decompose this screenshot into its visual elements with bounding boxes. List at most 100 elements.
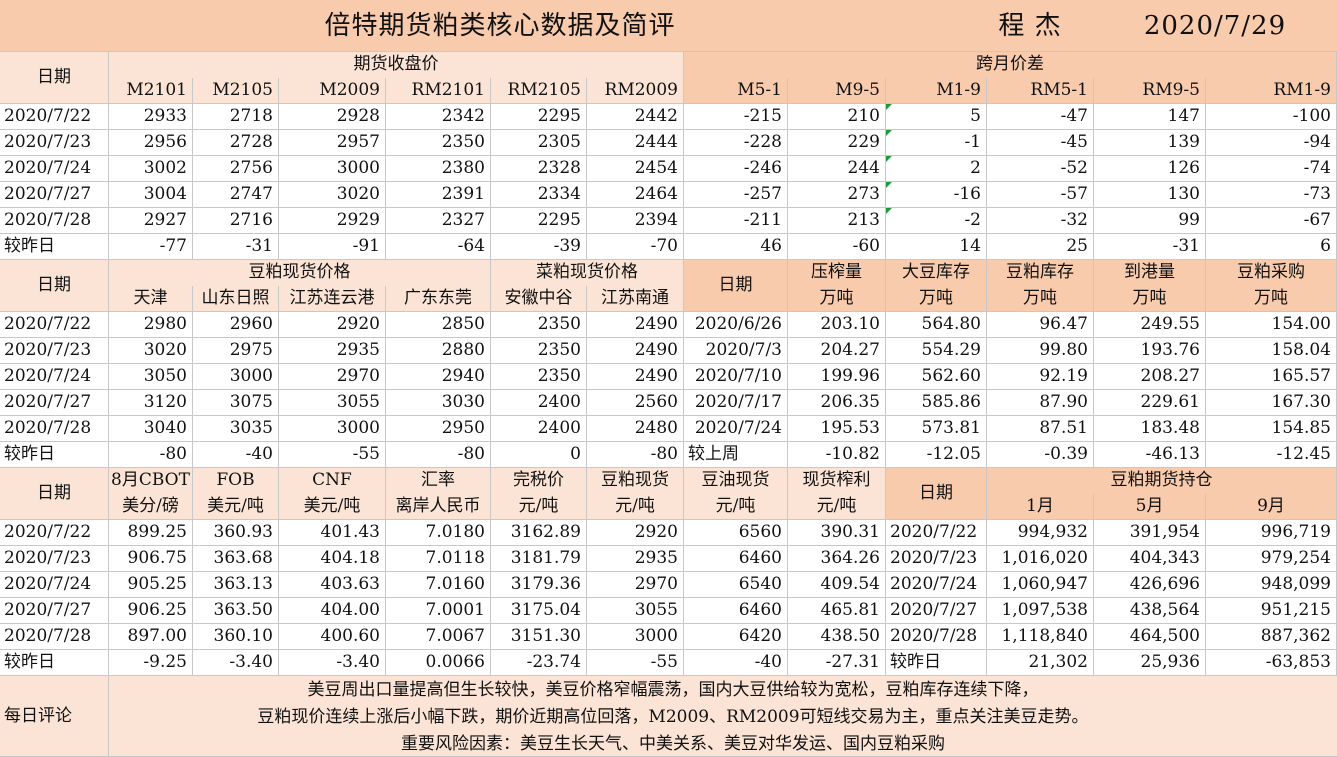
s1-cell[interactable]: 2444 <box>587 130 684 156</box>
s3-right-row-date[interactable]: 2020/7/27 <box>886 598 987 624</box>
s2-cell[interactable]: 2935 <box>279 338 386 364</box>
s3-right-row-date[interactable]: 2020/7/23 <box>886 546 987 572</box>
s3-cell[interactable]: 404.00 <box>279 598 386 624</box>
s3-position-col[interactable]: 1月 <box>987 494 1094 520</box>
s2-right-cell[interactable]: 249.55 <box>1094 312 1206 338</box>
s3-cell[interactable]: 6540 <box>684 572 788 598</box>
s1-cell[interactable]: 2927 <box>109 208 193 234</box>
s3-cell[interactable]: 6560 <box>684 520 788 546</box>
s2-right-cell[interactable]: 96.47 <box>987 312 1094 338</box>
s3-right-cell[interactable]: 996,719 <box>1206 520 1337 546</box>
s2-cell[interactable]: 2975 <box>193 338 279 364</box>
s2-right-cell[interactable]: 203.10 <box>788 312 886 338</box>
s1-cell[interactable]: 147 <box>1094 104 1206 130</box>
s2-right-col-unit[interactable]: 万吨 <box>987 286 1094 312</box>
s2-right-cell[interactable]: -12.45 <box>1206 442 1337 468</box>
s2-right-cell[interactable]: 87.51 <box>987 416 1094 442</box>
s3-col-name[interactable]: 豆粕现货 <box>587 468 684 494</box>
s3-cell[interactable]: 363.13 <box>193 572 279 598</box>
s2-right-cell[interactable]: 554.29 <box>886 338 987 364</box>
s3-date-header[interactable]: 日期 <box>0 468 109 520</box>
s3-cell[interactable]: 400.60 <box>279 624 386 650</box>
s2-cell[interactable]: 2480 <box>587 416 684 442</box>
s2-right-col-name[interactable]: 豆粕库存 <box>987 260 1094 286</box>
s3-cell[interactable]: 409.54 <box>788 572 886 598</box>
s1-cell[interactable]: 2933 <box>109 104 193 130</box>
s2-right-cell[interactable]: 208.27 <box>1094 364 1206 390</box>
s1-cell[interactable]: 2442 <box>587 104 684 130</box>
s1-cell[interactable]: 2295 <box>491 208 587 234</box>
s3-cell[interactable]: 360.93 <box>193 520 279 546</box>
s1-row-date[interactable]: 2020/7/22 <box>0 104 109 130</box>
s2-right-cell[interactable]: 193.76 <box>1094 338 1206 364</box>
s2-cell[interactable]: 2560 <box>587 390 684 416</box>
s1-cell[interactable]: 2 <box>886 156 987 182</box>
s2-right-col-unit[interactable]: 万吨 <box>886 286 987 312</box>
s2-right-cell[interactable]: 154.85 <box>1206 416 1337 442</box>
s1-cell[interactable]: 2342 <box>386 104 491 130</box>
s3-position-title[interactable]: 豆粕期货持仓 <box>987 468 1337 494</box>
s1-cell[interactable]: 2295 <box>491 104 587 130</box>
s3-cell[interactable]: 7.0067 <box>386 624 491 650</box>
s1-col-header[interactable]: M5-1 <box>684 78 788 104</box>
s1-cell[interactable]: -70 <box>587 234 684 260</box>
s2-right-cell[interactable]: 206.35 <box>788 390 886 416</box>
s2-right-cell[interactable]: 573.81 <box>886 416 987 442</box>
s2-cell[interactable]: 2960 <box>193 312 279 338</box>
s2-right-cell[interactable]: 87.90 <box>987 390 1094 416</box>
s3-cell[interactable]: 3181.79 <box>491 546 587 572</box>
s3-row-date[interactable]: 2020/7/28 <box>0 624 109 650</box>
s2-right-cell[interactable]: 199.96 <box>788 364 886 390</box>
s3-col-unit[interactable]: 元/吨 <box>788 494 886 520</box>
s2-cell[interactable]: 2490 <box>587 312 684 338</box>
s2-cell[interactable]: 0 <box>491 442 587 468</box>
s3-cell[interactable]: 364.26 <box>788 546 886 572</box>
s2-right-cell[interactable]: -10.82 <box>788 442 886 468</box>
s3-cell[interactable]: 897.00 <box>109 624 193 650</box>
s3-col-name[interactable]: 豆油现货 <box>684 468 788 494</box>
s1-col-header[interactable]: M2009 <box>279 78 386 104</box>
s1-cell[interactable]: -73 <box>1206 182 1337 208</box>
s3-cell[interactable]: 6420 <box>684 624 788 650</box>
s2-right-row-date[interactable]: 2020/7/3 <box>684 338 788 364</box>
s2-cell[interactable]: 3020 <box>109 338 193 364</box>
s3-right-cell[interactable]: 951,215 <box>1206 598 1337 624</box>
s3-cell[interactable]: 2935 <box>587 546 684 572</box>
s2-row-date[interactable]: 较昨日 <box>0 442 109 468</box>
s1-cell[interactable]: 2454 <box>587 156 684 182</box>
s1-cell[interactable]: -94 <box>1206 130 1337 156</box>
s1-cell[interactable]: -64 <box>386 234 491 260</box>
s3-cell[interactable]: 7.0180 <box>386 520 491 546</box>
s1-cell[interactable]: -39 <box>491 234 587 260</box>
s2-cell[interactable]: -55 <box>279 442 386 468</box>
s2-row-date[interactable]: 2020/7/28 <box>0 416 109 442</box>
s2-right-cell[interactable]: 92.19 <box>987 364 1094 390</box>
s3-cell[interactable]: 363.68 <box>193 546 279 572</box>
s3-row-date[interactable]: 2020/7/22 <box>0 520 109 546</box>
s2-cell[interactable]: 2490 <box>587 338 684 364</box>
s3-cell[interactable]: 906.25 <box>109 598 193 624</box>
s1-cell[interactable]: -2 <box>886 208 987 234</box>
s1-date-header[interactable]: 日期 <box>0 52 109 104</box>
s1-cell[interactable]: 2957 <box>279 130 386 156</box>
s3-right-date-header[interactable]: 日期 <box>886 468 987 520</box>
s1-cell[interactable]: 126 <box>1094 156 1206 182</box>
s1-cell[interactable]: 3000 <box>279 156 386 182</box>
s2-cell[interactable]: 3040 <box>109 416 193 442</box>
s2-row-date[interactable]: 2020/7/24 <box>0 364 109 390</box>
s1-spread-title[interactable]: 跨月价差 <box>684 52 1337 78</box>
s3-right-cell[interactable]: 1,016,020 <box>987 546 1094 572</box>
s1-cell[interactable]: 99 <box>1094 208 1206 234</box>
s1-cell[interactable]: -52 <box>987 156 1094 182</box>
s3-cell[interactable]: 363.50 <box>193 598 279 624</box>
s2-right-row-date[interactable]: 2020/7/17 <box>684 390 788 416</box>
s1-cell[interactable]: 130 <box>1094 182 1206 208</box>
s1-col-header[interactable]: RM5-1 <box>987 78 1094 104</box>
s2-right-cell[interactable]: 229.61 <box>1094 390 1206 416</box>
s1-col-header[interactable]: RM2101 <box>386 78 491 104</box>
s1-cell[interactable]: -257 <box>684 182 788 208</box>
s3-right-cell[interactable]: 994,932 <box>987 520 1094 546</box>
s2-right-cell[interactable]: 195.53 <box>788 416 886 442</box>
s3-right-cell[interactable]: 979,254 <box>1206 546 1337 572</box>
s1-cell[interactable]: 2305 <box>491 130 587 156</box>
